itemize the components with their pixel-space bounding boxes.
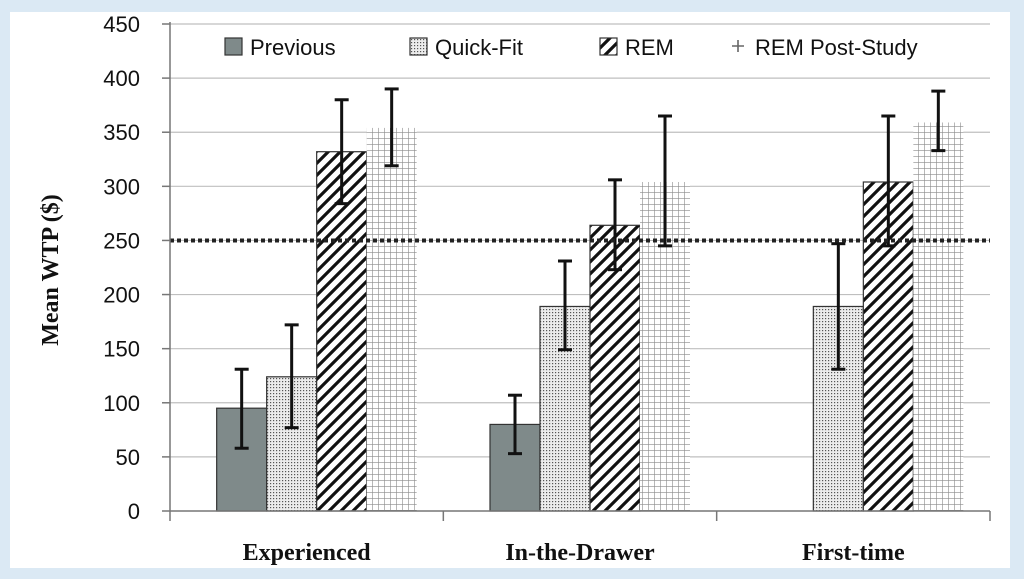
- category-label: Experienced: [243, 540, 372, 566]
- bar-rem-experienced: [316, 151, 368, 512]
- y-tick-label: 450: [103, 12, 140, 37]
- error-bars: [234, 87, 946, 456]
- error-bar: [931, 89, 946, 153]
- error-bar: [831, 242, 846, 371]
- error-bar: [284, 323, 299, 430]
- category-labels: Experienced In-the-Drawer First-time: [243, 540, 905, 566]
- category-label: In-the-Drawer: [505, 540, 655, 566]
- y-tick-label: 50: [116, 445, 140, 470]
- error-bar: [508, 393, 522, 456]
- category-label: First-time: [802, 540, 905, 566]
- error-bar: [658, 114, 672, 248]
- legend-label: Previous: [250, 35, 336, 60]
- bar-rem-in-the-drawer: [589, 224, 641, 512]
- legend-swatch: [599, 37, 618, 56]
- legend-label: Quick-Fit: [435, 35, 523, 60]
- error-bar: [234, 367, 249, 450]
- error-bar: [558, 259, 572, 352]
- error-bar: [334, 98, 349, 206]
- y-tick-label: 0: [128, 499, 140, 524]
- y-tick-label: 150: [103, 337, 140, 362]
- error-bar: [384, 87, 399, 168]
- legend-item: REM Post-Study: [732, 35, 918, 60]
- bar-rem-post-study-first-time: [913, 122, 964, 511]
- legend-label: REM: [625, 35, 674, 60]
- bars: [216, 122, 964, 512]
- error-bar: [881, 114, 896, 248]
- legend-swatch: [224, 37, 243, 56]
- y-tick-label: 300: [103, 174, 140, 199]
- axes: [162, 22, 991, 521]
- bar-quick-fit-in-the-drawer: [539, 305, 591, 512]
- y-tick-label: 100: [103, 391, 140, 416]
- legend-item: Quick-Fit: [409, 35, 523, 60]
- y-axis-label: Mean WTP ($): [38, 194, 64, 346]
- legend-item: REM: [599, 35, 674, 60]
- legend: Previous Quick-Fit REM REM Post-Study: [224, 35, 918, 60]
- y-tick-label: 200: [103, 283, 140, 308]
- legend-item: Previous: [224, 35, 336, 60]
- error-bar: [608, 178, 622, 272]
- legend-swatch: [409, 37, 428, 56]
- legend-label: REM Post-Study: [755, 35, 918, 60]
- y-tick-label: 250: [103, 228, 140, 253]
- legend-swatch: [732, 40, 744, 52]
- y-tick-label: 350: [103, 120, 140, 145]
- y-tick-label: 400: [103, 66, 140, 91]
- y-tick-labels: 0 50 100 150 200 250 300 350 400 450: [103, 12, 140, 524]
- bar-rem-post-study-experienced: [366, 127, 417, 511]
